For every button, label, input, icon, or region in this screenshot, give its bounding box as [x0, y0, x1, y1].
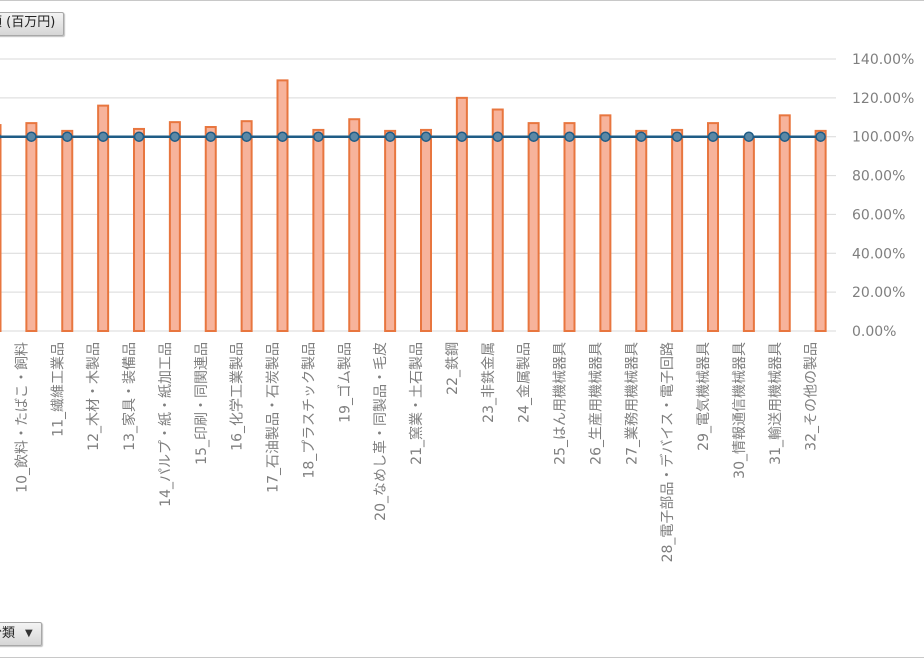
- value-field-button[interactable]: 額 (百万円): [0, 12, 65, 36]
- line-point[interactable]: [636, 131, 647, 142]
- x-tick-label: 28_電子部品・デバイス・電子回路: [659, 342, 676, 562]
- bar[interactable]: [455, 96, 468, 332]
- x-tick-label: 17_石油製品・石炭製品: [266, 342, 282, 493]
- line-point[interactable]: [600, 131, 611, 142]
- axis-field-label: 分類: [0, 626, 16, 641]
- x-tick-label: 18_プラスチック製品: [301, 342, 317, 479]
- x-tick-label: 16_化学工業製品: [230, 342, 246, 451]
- line-point[interactable]: [528, 131, 539, 142]
- bar[interactable]: [491, 108, 504, 332]
- bar[interactable]: [348, 118, 361, 332]
- bar[interactable]: [25, 122, 38, 332]
- chart-top-border: [0, 0, 924, 1]
- line-point[interactable]: [456, 131, 468, 142]
- bar[interactable]: [276, 79, 289, 332]
- bar[interactable]: [0, 124, 2, 332]
- y-tick-label: 0.00%: [852, 324, 896, 340]
- line-point[interactable]: [707, 131, 719, 142]
- x-tick-label: 12_木材・木製品: [86, 342, 102, 451]
- bar[interactable]: [384, 129, 397, 332]
- line-point[interactable]: [26, 131, 37, 142]
- x-tick-label: 31_輸送用機械器具: [768, 342, 784, 465]
- line-point[interactable]: [492, 131, 503, 142]
- bar[interactable]: [97, 104, 110, 332]
- bar[interactable]: [168, 121, 181, 333]
- axis-field-button[interactable]: 分類 ▼: [0, 622, 42, 646]
- bar[interactable]: [61, 129, 74, 332]
- line-point[interactable]: [313, 131, 324, 142]
- line-point[interactable]: [564, 131, 575, 142]
- line-point[interactable]: [743, 131, 755, 142]
- bar[interactable]: [671, 128, 684, 332]
- x-tick-label: 32_その他の製品: [804, 342, 820, 451]
- line-point[interactable]: [133, 131, 145, 142]
- line-point[interactable]: [62, 131, 73, 142]
- bar[interactable]: [133, 127, 145, 332]
- y-tick-label: 140.00%: [852, 52, 914, 68]
- line-point[interactable]: [779, 131, 790, 142]
- x-tick-label: 24_金属製品: [517, 342, 533, 423]
- x-tick-label: 27_業務用機械器具: [624, 342, 640, 465]
- x-tick-label: 20_なめし革・同製品・毛皮: [373, 342, 389, 521]
- x-tick-label: 25_はん用機械器具: [553, 342, 569, 465]
- x-tick-label: 30_情報通信機械器具: [732, 342, 748, 479]
- x-tick-label: 11_繊維工業品: [50, 342, 66, 437]
- x-tick-label: 19_ゴム製品: [336, 342, 353, 423]
- line-point[interactable]: [384, 131, 396, 142]
- x-tick-label: 13_家具・装備品: [121, 342, 138, 451]
- bar[interactable]: [240, 120, 253, 332]
- x-tick-label: 15_印刷・同関連品: [194, 342, 210, 465]
- line-point[interactable]: [349, 131, 360, 142]
- line-point[interactable]: [420, 131, 432, 142]
- x-tick-label: 21_窯業・土石製品: [408, 342, 425, 465]
- x-tick-label: 22_鉄鋼: [445, 342, 461, 395]
- line-point[interactable]: [169, 131, 181, 142]
- line-point[interactable]: [671, 131, 683, 142]
- chart-bottom-border: [0, 657, 924, 658]
- bar[interactable]: [599, 114, 612, 333]
- bar[interactable]: [204, 126, 217, 332]
- x-tick-label: 29_電気機械器具: [696, 342, 712, 451]
- bar[interactable]: [527, 122, 540, 332]
- x-tick-label: 23_非鉄金属: [481, 342, 497, 423]
- bar[interactable]: [635, 129, 648, 332]
- bar[interactable]: [742, 135, 755, 332]
- x-tick-label: 14_パルプ・紙・紙加工品: [158, 342, 174, 507]
- y-tick-label: 20.00%: [852, 285, 905, 301]
- line-point[interactable]: [97, 131, 109, 142]
- y-tick-label: 120.00%: [852, 91, 914, 107]
- line-point[interactable]: [241, 131, 252, 142]
- line-point[interactable]: [205, 131, 216, 142]
- y-tick-label: 100.00%: [852, 130, 914, 146]
- bar[interactable]: [707, 122, 719, 332]
- line-point[interactable]: [277, 131, 288, 142]
- value-field-label: 額 (百万円): [0, 15, 56, 30]
- bar[interactable]: [814, 129, 827, 332]
- x-tick-label: 10_飲料・たばこ・飼料: [14, 342, 30, 493]
- x-tick-label: 26_生産用機械器具: [588, 342, 604, 465]
- y-tick-label: 60.00%: [852, 207, 905, 223]
- dropdown-arrow-icon[interactable]: ▼: [25, 628, 33, 639]
- bar[interactable]: [778, 114, 791, 333]
- bar[interactable]: [563, 122, 576, 332]
- bar[interactable]: [312, 128, 325, 332]
- bar[interactable]: [420, 128, 432, 332]
- y-tick-label: 40.00%: [852, 246, 905, 262]
- line-point[interactable]: [815, 131, 826, 142]
- y-tick-label: 80.00%: [852, 169, 905, 185]
